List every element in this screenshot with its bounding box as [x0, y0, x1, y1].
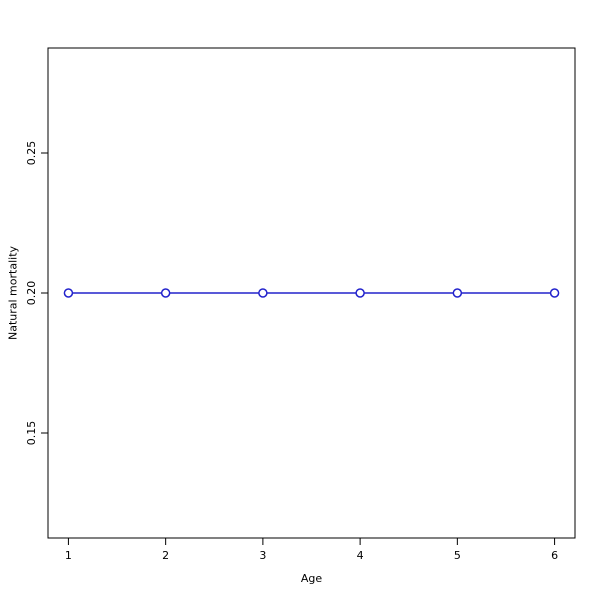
data-point — [160, 288, 171, 298]
y-tick-label: 0.25 — [25, 141, 38, 166]
data-point — [258, 288, 268, 298]
x-tick-label: 1 — [65, 549, 72, 562]
x-tick-label: 5 — [454, 549, 461, 562]
x-tick-label: 3 — [259, 549, 266, 562]
x-tick-label: 4 — [357, 549, 364, 562]
x-tick-label: 6 — [551, 549, 558, 562]
x-axis-title: Age — [300, 572, 323, 585]
y-tick-label: 0.15 — [25, 421, 38, 446]
data-point — [549, 288, 560, 298]
x-tick-label: 2 — [162, 549, 169, 562]
data-point — [355, 288, 365, 298]
data-point — [63, 288, 74, 298]
data-point — [452, 288, 463, 298]
y-axis-title: Natural mortality — [6, 245, 20, 341]
y-tick-label: 0.20 — [25, 281, 38, 306]
